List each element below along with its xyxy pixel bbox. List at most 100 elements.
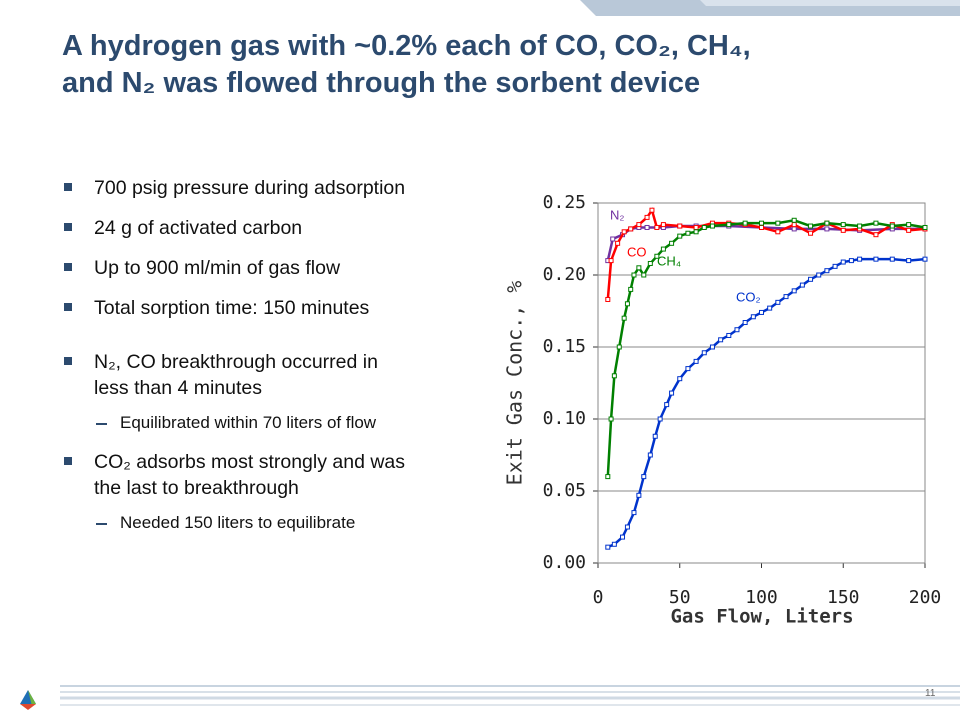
data-point (621, 315, 627, 321)
data-point (644, 214, 650, 220)
bullet: Up to 900 ml/min of gas flow (62, 255, 502, 281)
bullet: 700 psig pressure during adsorption (62, 175, 502, 201)
data-point (889, 256, 895, 262)
data-point (636, 222, 642, 228)
data-point (624, 301, 630, 307)
bullet-text: the last to breakthrough (94, 477, 299, 499)
data-point (824, 226, 830, 232)
x-tick-label: 150 (827, 587, 860, 608)
data-point (636, 265, 642, 271)
data-point (660, 246, 666, 252)
sub-bullet: Needed 150 liters to equilibrate (94, 511, 502, 535)
data-point (669, 390, 675, 396)
data-point (791, 222, 797, 228)
bullet: CO₂ adsorbs most strongly and was the las… (62, 449, 502, 535)
data-point (726, 222, 732, 228)
data-point (615, 240, 621, 246)
data-point (889, 223, 895, 229)
data-point (906, 222, 912, 228)
bullet-marker (64, 223, 72, 231)
data-point (677, 376, 683, 382)
data-point (759, 224, 764, 230)
data-point (840, 259, 846, 265)
y-tick-label: 0.15 (543, 336, 586, 357)
data-point (654, 224, 660, 230)
data-point (628, 226, 634, 232)
x-tick-label: 0 (593, 587, 604, 608)
data-point (775, 229, 781, 235)
y-tick-label: 0.05 (543, 480, 586, 501)
data-point (631, 272, 637, 278)
bullet-text: 24 g of activated carbon (94, 217, 303, 239)
series-label: CO₂ (736, 289, 761, 304)
data-point (644, 224, 650, 230)
y-axis-label: Exit Gas Conc., % (503, 281, 527, 486)
data-point (616, 344, 622, 350)
bullet-marker (64, 303, 72, 311)
data-point (759, 220, 764, 226)
data-point (664, 402, 670, 408)
data-point (647, 260, 653, 266)
data-point (824, 220, 830, 226)
title-line: A hydrogen gas with ~0.2% each of CO, CO… (62, 30, 751, 62)
data-point (873, 256, 879, 262)
data-point (685, 366, 691, 372)
data-point (816, 272, 822, 278)
dash-marker (96, 423, 107, 425)
data-point (657, 416, 663, 422)
data-point (605, 474, 611, 480)
data-point (611, 541, 617, 547)
data-point (718, 337, 724, 343)
data-point (873, 232, 879, 238)
data-point (726, 332, 732, 338)
x-tick-label: 100 (745, 587, 778, 608)
data-point (636, 492, 642, 498)
data-point (709, 344, 715, 350)
series-label: CH₄ (657, 253, 681, 268)
sub-bullet-text: Needed 150 liters to equilibrate (120, 513, 356, 532)
page-number: 11 (925, 688, 936, 699)
data-point (660, 222, 666, 228)
data-point (620, 534, 626, 540)
data-point (628, 286, 634, 292)
data-point (840, 227, 846, 233)
data-point (701, 224, 707, 230)
data-point (605, 296, 611, 302)
data-point (709, 223, 715, 229)
data-point (824, 268, 830, 274)
data-point (857, 223, 863, 229)
data-point (608, 258, 614, 264)
data-point (767, 305, 773, 311)
plot-frame (597, 202, 926, 564)
data-point (685, 230, 691, 236)
data-point (808, 276, 814, 282)
data-point (922, 256, 928, 262)
sub-bullet-text: Equilibrated within 70 liters of flow (120, 413, 377, 432)
data-point (857, 256, 863, 262)
data-point (641, 474, 647, 480)
data-point (669, 240, 675, 246)
data-point (631, 510, 637, 516)
data-point (742, 320, 748, 326)
data-point (906, 227, 912, 233)
slide-title: A hydrogen gas with ~0.2% each of CO, CO… (62, 28, 751, 102)
data-point (701, 350, 707, 356)
data-point (621, 229, 627, 235)
data-point (759, 309, 764, 315)
data-point (608, 416, 614, 422)
bullet-text: less than 4 minutes (94, 377, 263, 399)
y-tick-label: 0.00 (543, 552, 586, 573)
data-point (734, 327, 740, 333)
data-point (832, 263, 838, 269)
bullet-text: CO₂ adsorbs most strongly and was (94, 451, 406, 473)
data-point (652, 433, 658, 439)
logo (20, 704, 36, 710)
bullet-marker (64, 263, 72, 271)
data-point (677, 223, 683, 229)
x-tick-label: 50 (669, 587, 691, 608)
data-point (624, 524, 630, 530)
data-point (783, 294, 789, 300)
